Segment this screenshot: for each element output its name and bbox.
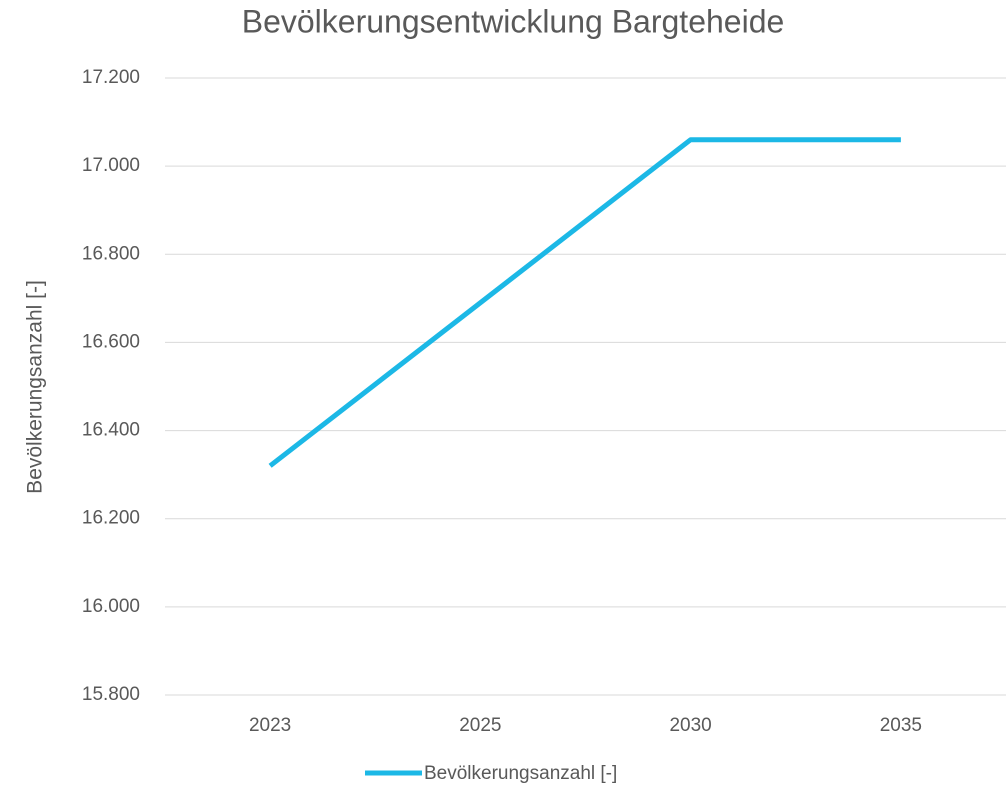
y-tick-label: 16.600 — [82, 331, 140, 352]
x-tick-label: 2023 — [249, 715, 291, 736]
data-line — [268, 137, 901, 468]
y-axis-label: Bevölkerungsanzahl [-] — [24, 280, 47, 494]
y-tick-label: 17.000 — [82, 155, 140, 176]
y-tick-label: 16.800 — [82, 243, 140, 264]
y-tick-label: 17.200 — [82, 67, 140, 88]
y-tick-label: 16.200 — [82, 508, 140, 529]
chart-title: Bevölkerungsentwicklung Bargteheide — [242, 3, 785, 39]
x-tick-label: 2030 — [669, 715, 711, 736]
x-tick-label: 2035 — [880, 715, 922, 736]
y-tick-label: 15.800 — [82, 684, 140, 705]
legend-label: Bevölkerungsanzahl [-] — [424, 763, 617, 784]
y-tick-label: 16.000 — [82, 596, 140, 617]
x-tick-label: 2025 — [459, 715, 501, 736]
y-tick-label: 16.400 — [82, 420, 140, 441]
